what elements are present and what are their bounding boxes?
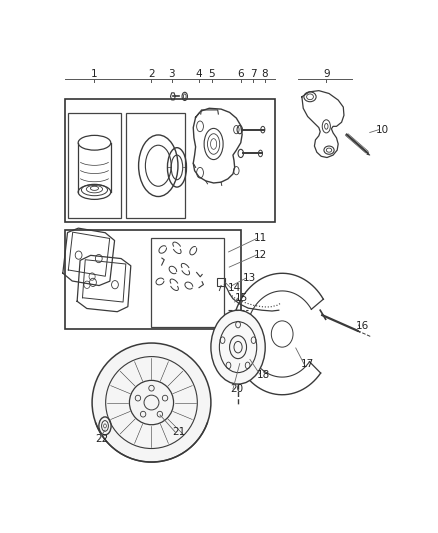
Text: 2: 2: [148, 69, 155, 79]
Text: 15: 15: [235, 293, 248, 303]
Text: 22: 22: [95, 434, 109, 445]
Text: 9: 9: [323, 69, 330, 79]
Text: 10: 10: [376, 125, 389, 135]
Bar: [65, 99, 276, 222]
Text: 5: 5: [208, 69, 215, 79]
Bar: [152, 238, 224, 327]
Text: 8: 8: [261, 69, 268, 79]
Text: 11: 11: [254, 233, 267, 244]
Bar: [65, 230, 241, 329]
Bar: [217, 278, 225, 286]
Text: 14: 14: [228, 284, 241, 294]
Bar: [68, 113, 121, 218]
Text: 1: 1: [91, 69, 97, 79]
Text: 6: 6: [237, 69, 244, 79]
Text: 7: 7: [250, 69, 257, 79]
Text: 17: 17: [301, 359, 314, 369]
Text: 13: 13: [243, 273, 256, 283]
Text: 3: 3: [169, 69, 175, 79]
Text: 21: 21: [172, 427, 185, 437]
Ellipse shape: [92, 343, 211, 462]
Text: 20: 20: [230, 384, 243, 394]
Bar: [126, 113, 185, 218]
Text: 12: 12: [254, 250, 267, 260]
Text: 4: 4: [196, 69, 202, 79]
Ellipse shape: [211, 310, 265, 384]
Text: 16: 16: [355, 321, 369, 331]
Text: 18: 18: [257, 370, 270, 379]
